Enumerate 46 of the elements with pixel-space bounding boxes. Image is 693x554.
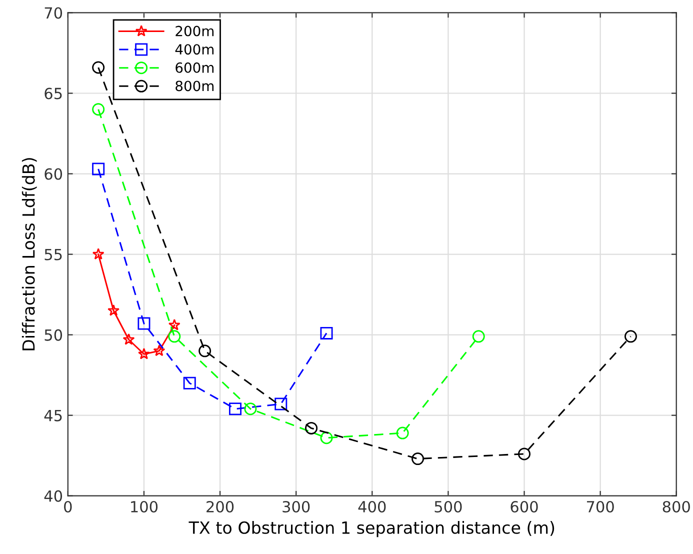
y-tick-label: 45 xyxy=(44,410,62,422)
y-tick-label: 60 xyxy=(44,168,62,180)
point xyxy=(168,330,181,343)
x-axis-title: TX to Obstruction 1 separation distance (m) xyxy=(188,521,554,538)
point xyxy=(518,448,531,460)
point xyxy=(198,344,212,358)
point xyxy=(92,103,105,116)
y-tick-label: 40 xyxy=(44,490,62,502)
x-tick-label: 0 xyxy=(64,500,72,513)
point xyxy=(92,162,105,176)
point xyxy=(108,304,120,316)
legend-label: 600m xyxy=(176,62,214,73)
legend-label: 400m xyxy=(175,44,214,55)
point xyxy=(244,402,257,416)
x-tick-label: 200 xyxy=(206,500,234,513)
legend-label: 200m xyxy=(176,26,214,36)
point xyxy=(396,426,409,440)
point xyxy=(183,376,196,390)
point xyxy=(92,61,105,74)
point xyxy=(320,326,333,340)
point xyxy=(138,317,150,330)
x-tick-label: 400 xyxy=(358,500,386,513)
y-tick-label: 65 xyxy=(44,88,62,100)
y-tick-label: 50 xyxy=(44,329,62,341)
point xyxy=(412,452,424,466)
y-axis-title: Diffraction Loss Ldf(dB) xyxy=(22,158,37,350)
x-tick-label: 700 xyxy=(586,500,614,513)
point xyxy=(274,398,288,410)
point xyxy=(228,402,242,416)
point xyxy=(624,330,637,343)
y-tick-label: 55 xyxy=(44,248,62,260)
legend-label: 800m xyxy=(176,80,214,92)
point xyxy=(122,333,135,345)
x-tick-label: 800 xyxy=(662,500,690,513)
point xyxy=(153,344,166,356)
x-tick-label: 300 xyxy=(282,500,310,513)
point xyxy=(320,432,333,444)
x-tick-label: 500 xyxy=(434,500,462,513)
point xyxy=(305,422,318,434)
point xyxy=(92,248,104,260)
point xyxy=(138,348,150,360)
x-tick-label: 100 xyxy=(131,500,158,513)
point xyxy=(168,318,180,330)
y-tick-label: 70 xyxy=(44,7,62,19)
x-tick-label: 600 xyxy=(510,500,538,513)
point xyxy=(472,330,485,343)
